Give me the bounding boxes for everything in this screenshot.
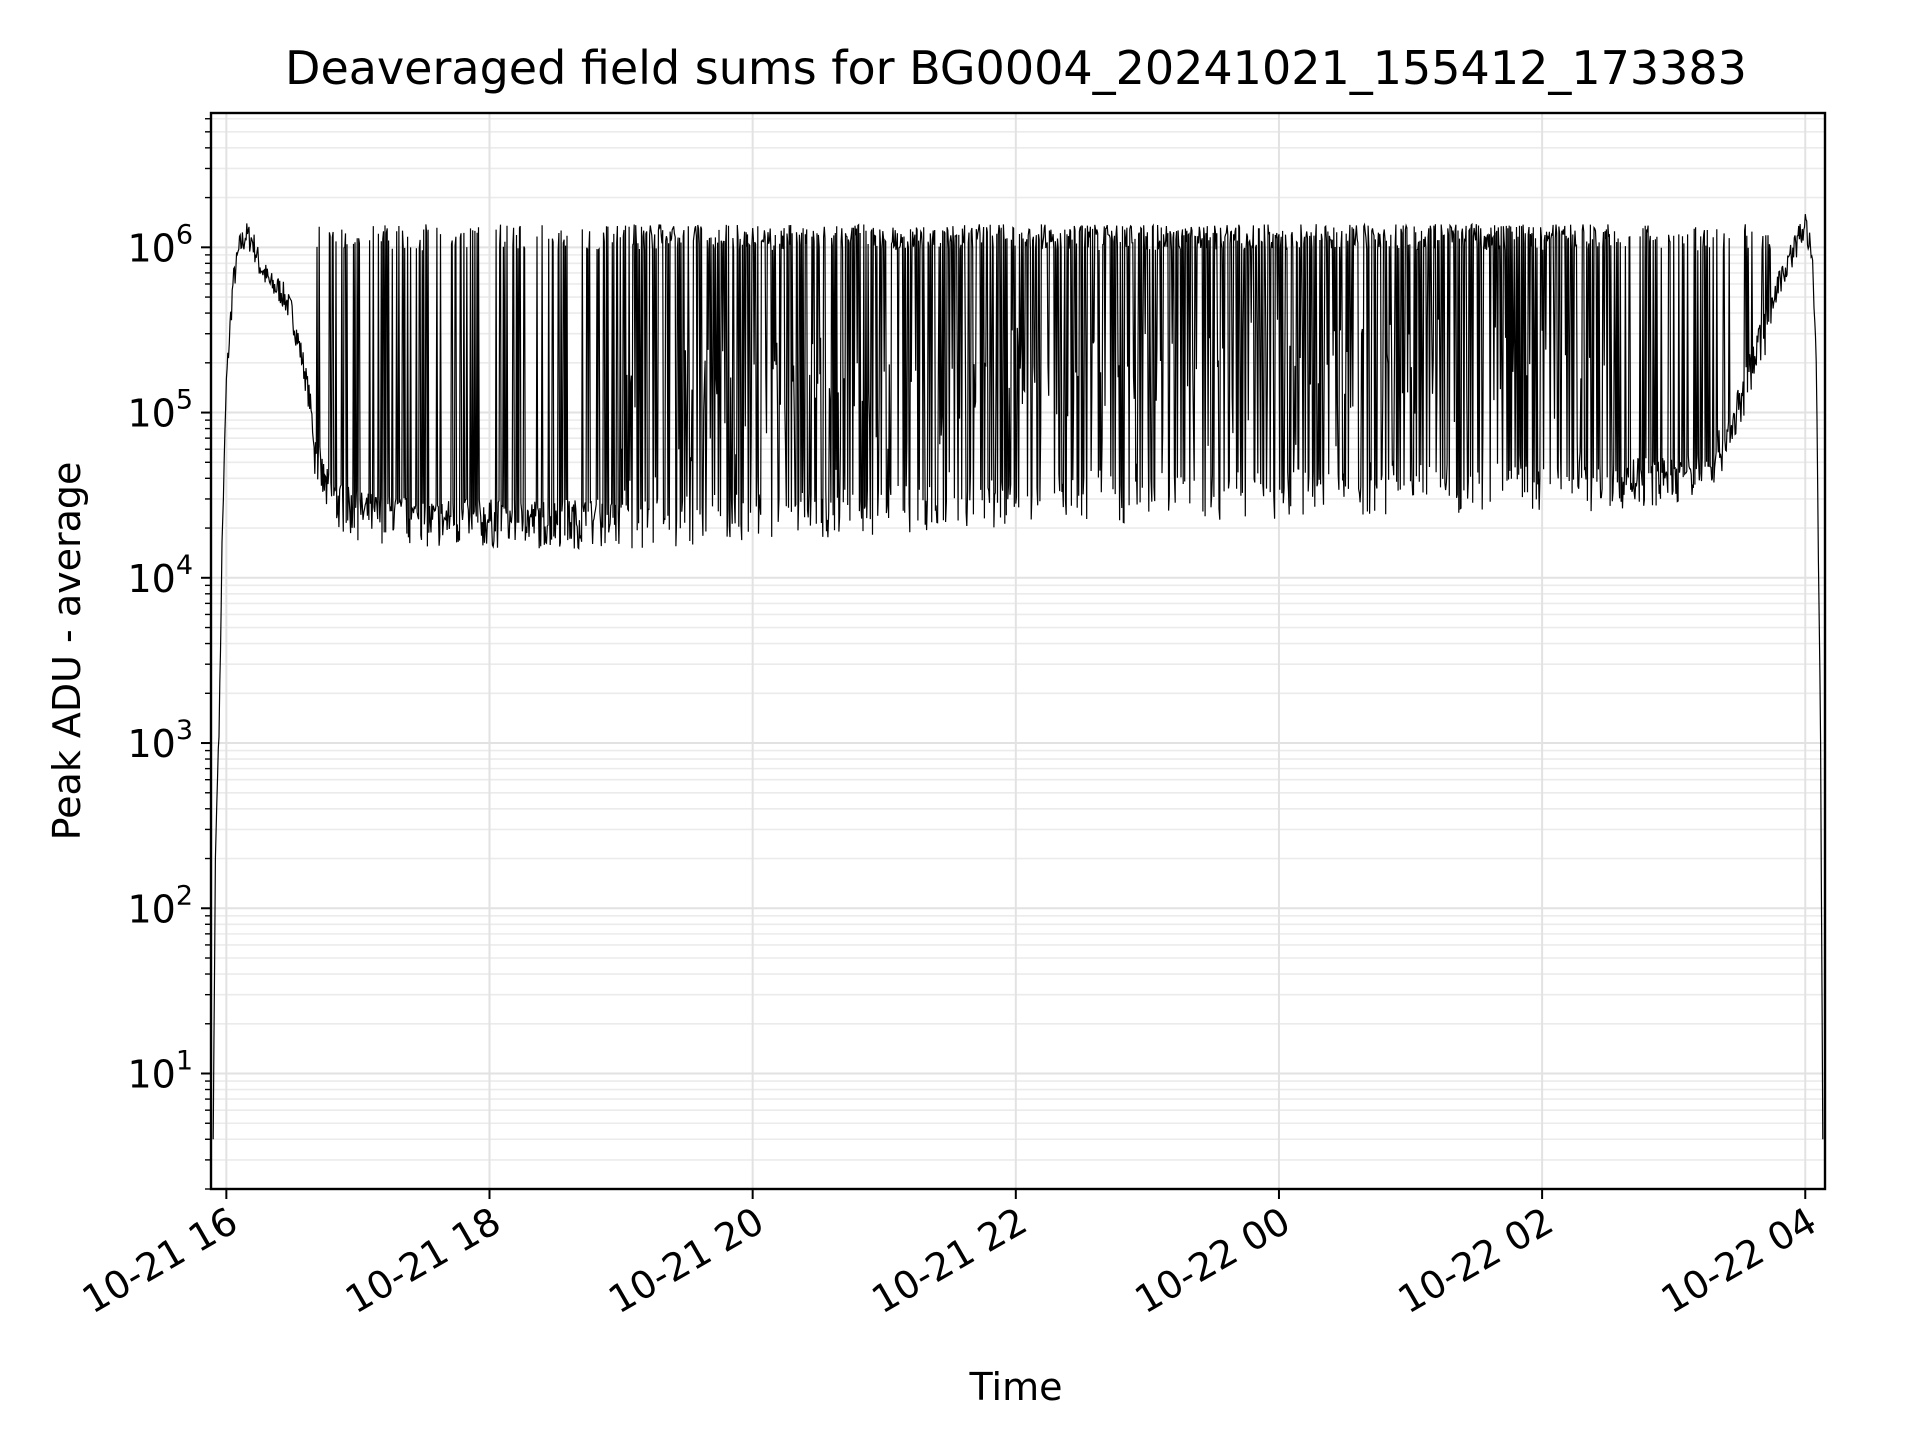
y-tick-label: 103	[127, 715, 193, 766]
y-axis-label: Peak ADU - average	[45, 462, 89, 841]
plot-frame	[209, 111, 1827, 1191]
y-tick-base: 10	[127, 722, 175, 766]
chart-title: Deaveraged field sums for BG0004_2024102…	[285, 41, 1747, 95]
y-tick-base: 10	[127, 226, 175, 270]
series-line	[212, 214, 1824, 1140]
y-tick-base: 10	[127, 392, 175, 436]
y-tick-base: 10	[127, 887, 175, 931]
y-tick-label: 104	[127, 550, 193, 601]
y-tick-label: 102	[127, 880, 193, 931]
series-path	[212, 214, 1824, 1140]
y-tick-label: 101	[127, 1046, 193, 1097]
x-axis-label: Time	[969, 1365, 1063, 1409]
y-tick-label: 106	[127, 219, 193, 270]
y-tick-label: 105	[127, 385, 193, 436]
y-tick-exponent: 5	[176, 385, 193, 416]
y-tick-exponent: 3	[176, 715, 193, 746]
y-tick-base: 10	[127, 557, 175, 601]
y-tick-exponent: 4	[176, 550, 193, 581]
y-tick-base: 10	[127, 1053, 175, 1097]
y-tick-exponent: 6	[176, 219, 193, 250]
y-tick-exponent: 2	[176, 880, 193, 911]
y-tick-exponent: 1	[176, 1046, 193, 1077]
grid	[211, 113, 1825, 1190]
